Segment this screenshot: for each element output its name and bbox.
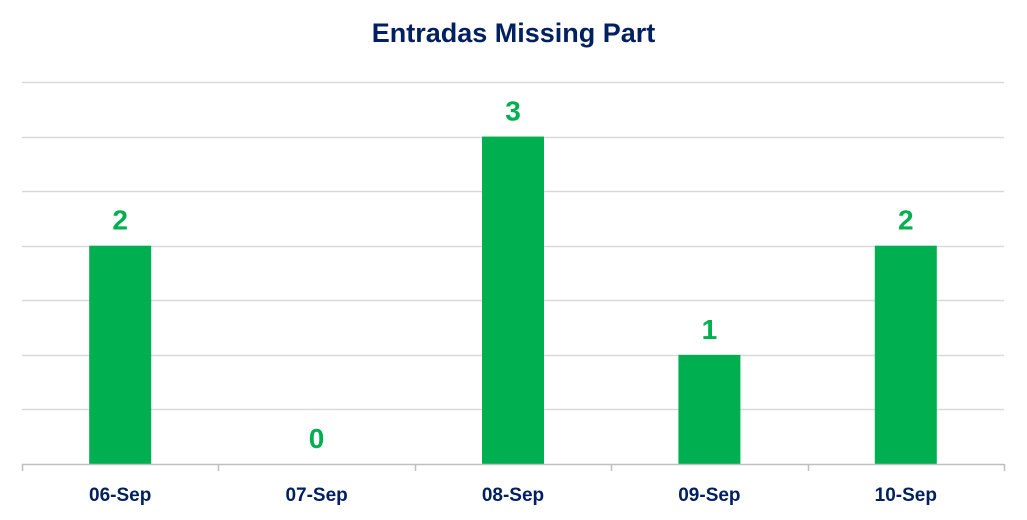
category-labels: 06-Sep 07-Sep 08-Sep 09-Sep 10-Sep — [89, 485, 937, 506]
bar-08-Sep — [482, 136, 544, 465]
category-label: 06-Sep — [89, 485, 151, 506]
bar-06-Sep — [89, 245, 152, 464]
bars — [89, 136, 937, 465]
chart-title: Entradas Missing Part — [371, 18, 656, 48]
data-label: 2 — [898, 205, 914, 236]
category-label: 10-Sep — [875, 485, 937, 506]
bar-09-Sep — [678, 354, 741, 464]
data-label: 1 — [702, 314, 718, 345]
data-label: 0 — [309, 423, 325, 454]
data-labels: 2 0 3 1 2 — [112, 96, 913, 454]
data-label: 3 — [505, 96, 521, 127]
bar-10-Sep — [874, 245, 937, 464]
category-label: 08-Sep — [482, 485, 544, 506]
category-label: 09-Sep — [678, 485, 740, 506]
x-axis — [21, 463, 1006, 471]
data-label: 2 — [112, 205, 128, 236]
category-label: 07-Sep — [285, 485, 347, 506]
